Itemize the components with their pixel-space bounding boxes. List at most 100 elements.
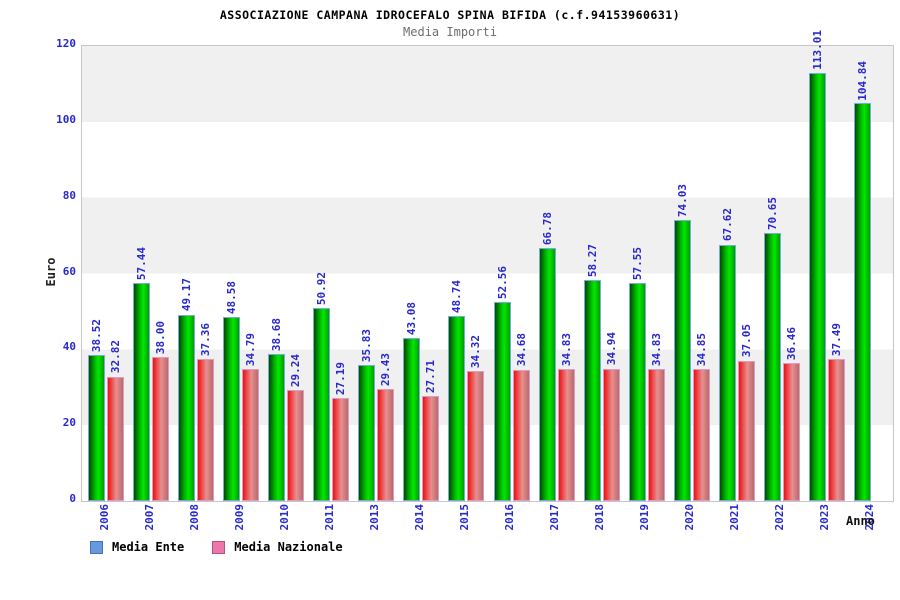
bar-media-nazionale-2020 (692, 368, 710, 501)
bar-media-nazionale-2010 (287, 390, 305, 501)
bar-value-label-bar-media-nazionale-2006: 32.82 (109, 340, 122, 374)
y-tick-100: 100 (56, 112, 76, 126)
bar-value-label-bar-media-ente-2014: 43.08 (405, 301, 419, 335)
bar-media-ente-2009 (223, 316, 241, 501)
bar-value-label-bar-media-nazionale-2019: 34.83 (649, 332, 663, 366)
bar-media-nazionale-2007 (152, 356, 170, 501)
x-tick-2019: 2019 (638, 504, 652, 531)
bar-media-ente-2024 (853, 103, 871, 501)
bar-group-2006: 38.52 32.82 (82, 46, 127, 501)
bar-media-ente-2023 (808, 72, 826, 501)
bar-media-ente-2020 (673, 220, 691, 501)
bar-media-ente-2013 (358, 365, 376, 501)
bar-value-label-bar-media-nazionale-2023: 37.49 (829, 322, 843, 356)
bar-media-ente-2007 (133, 283, 151, 501)
x-tick-2007: 2007 (142, 504, 156, 531)
bar-group-2020: 74.03 34.85 (668, 46, 713, 501)
x-tick-2015: 2015 (457, 504, 471, 531)
y-tick-60: 60 (62, 264, 76, 278)
bar-media-ente-2019 (628, 282, 646, 501)
chart-subtitle: Media Importi (403, 25, 497, 39)
bar-value-label-bar-media-ente-2022: 70.65 (765, 197, 779, 231)
bar-group-2011: 50.92 27.19 (307, 46, 352, 501)
bar-media-nazionale-2017 (557, 368, 575, 501)
legend-label-media-ente: Media Ente (112, 540, 185, 554)
x-tick-2008: 2008 (187, 504, 201, 531)
bar-group-2022: 70.65 36.46 (758, 46, 803, 501)
x-tick-2023: 2023 (818, 504, 832, 531)
bar-media-nazionale-2013 (377, 389, 395, 501)
bar-value-label-bar-media-nazionale-2011: 27.19 (334, 361, 348, 395)
bar-value-label-bar-media-ente-2019: 57.55 (630, 246, 644, 280)
bar-media-nazionale-2008 (197, 359, 215, 501)
bar-group-2010: 38.68 29.24 (262, 46, 307, 501)
bar-group-2015: 48.74 34.32 (442, 46, 487, 501)
x-axis-tick-labels: 2006 2007 2008 2009 2010 2011 2013 2014 2015 2016… (81, 504, 892, 544)
x-tick-2009: 2009 (232, 504, 246, 531)
bar-value-label-bar-media-nazionale-2021: 37.05 (739, 324, 753, 358)
bar-value-label-bar-media-nazionale-2007: 38.00 (154, 320, 168, 354)
y-tick-0: 0 (69, 492, 76, 505)
bar-media-nazionale-2018 (602, 368, 620, 501)
bar-value-label-bar-media-ente-2024: 104.84 (855, 60, 869, 101)
bar-media-ente-2017 (538, 247, 556, 501)
bar-value-label-bar-media-ente-2021: 67.62 (720, 208, 734, 242)
bar-media-nazionale-2022 (782, 362, 800, 501)
bar-media-nazionale-2011 (332, 397, 350, 501)
bar-media-nazionale-2023 (827, 358, 845, 501)
bar-value-label-bar-media-ente-2018: 58.27 (585, 243, 599, 278)
bar-media-ente-2018 (583, 280, 601, 501)
bar-group-2014: 43.08 27.71 (397, 46, 442, 501)
x-tick-2021: 2021 (728, 504, 742, 531)
x-tick-2011: 2011 (322, 504, 336, 531)
chart-title: ASSOCIAZIONE CAMPANA IDROCEFALO SPINA BI… (219, 8, 681, 22)
bar-value-label-bar-media-nazionale-2016: 34.68 (514, 333, 528, 367)
bar-media-ente-2015 (448, 316, 466, 501)
x-tick-2020: 2020 (683, 504, 697, 531)
y-tick-120: 120 (56, 37, 76, 50)
bar-value-label-bar-media-ente-2023: 113.01 (810, 29, 824, 70)
bar-value-label-bar-media-ente-2007: 57.44 (135, 247, 149, 281)
y-tick-40: 40 (62, 340, 76, 354)
bar-value-label-bar-media-nazionale-2020: 34.85 (694, 332, 708, 366)
bar-value-label-bar-media-ente-2009: 48.58 (225, 280, 239, 314)
bar-value-label-bar-media-nazionale-2008: 37.36 (199, 323, 213, 357)
bar-media-nazionale-2019 (647, 368, 665, 501)
x-tick-2016: 2016 (503, 504, 517, 531)
bar-group-2024: 104.84 (848, 46, 893, 501)
bar-media-ente-2011 (313, 307, 331, 501)
legend: Media Ente Media Nazionale (90, 540, 343, 554)
bar-media-nazionale-2015 (467, 370, 485, 501)
x-tick-2010: 2010 (277, 504, 291, 531)
bar-media-nazionale-2016 (512, 369, 530, 501)
bar-value-label-bar-media-ente-2013: 35.83 (360, 329, 374, 363)
bar-value-label-bar-media-nazionale-2009: 34.79 (244, 332, 258, 367)
y-tick-20: 20 (62, 416, 76, 430)
bar-media-nazionale-2021 (737, 360, 755, 501)
bar-value-label-bar-media-nazionale-2018: 34.94 (604, 332, 618, 366)
x-tick-2013: 2013 (367, 504, 381, 531)
bar-group-2017: 66.78 34.83 (533, 46, 578, 501)
bar-media-ente-2022 (763, 233, 781, 501)
bar-value-label-bar-media-ente-2017: 66.78 (540, 211, 554, 245)
legend-swatch-media-ente (90, 540, 103, 554)
bar-group-2016: 52.56 34.68 (488, 46, 533, 501)
legend-label-media-nazionale: Media Nazionale (234, 540, 343, 554)
x-tick-2017: 2017 (548, 504, 562, 531)
bar-group-2013: 35.83 29.43 (352, 46, 397, 501)
bar-value-label-bar-media-nazionale-2014: 27.71 (424, 359, 438, 393)
y-tick-80: 80 (62, 188, 76, 202)
bar-value-label-bar-media-ente-2020: 74.03 (675, 184, 689, 218)
bar-group-2019: 57.55 34.83 (623, 46, 668, 501)
bar-media-nazionale-2006 (107, 376, 124, 501)
bar-group-2008: 49.17 37.36 (172, 46, 217, 501)
bar-value-label-bar-media-nazionale-2022: 36.46 (784, 326, 798, 360)
bar-value-label-bar-media-nazionale-2013: 29.43 (379, 353, 393, 387)
bar-value-label-bar-media-ente-2010: 38.68 (270, 318, 284, 352)
plot-area: 38.52 32.82 57.44 38.00 49.17 37.36 48.58 34.79… (81, 30, 894, 502)
bar-value-label-bar-media-ente-2016: 52.56 (495, 265, 509, 299)
bar-media-ente-2021 (718, 244, 736, 501)
bar-group-2023: 113.01 37.49 (803, 30, 848, 501)
y-axis-ticks: 0 20 40 60 80 100 120 (30, 37, 76, 505)
x-axis-title: Anno (846, 514, 875, 528)
